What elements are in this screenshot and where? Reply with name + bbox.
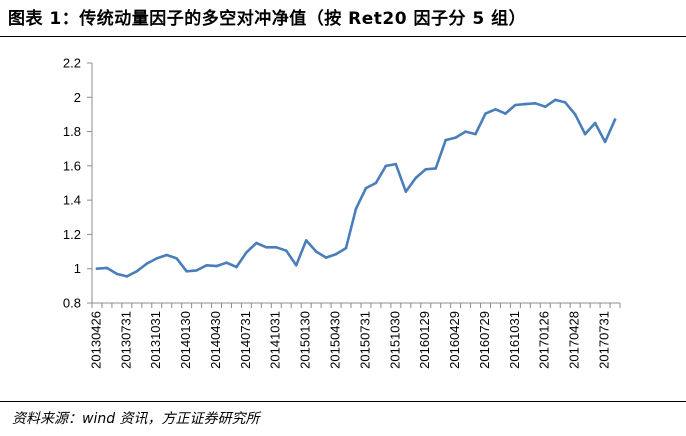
data-point [613, 118, 617, 121]
y-tick-label: 1 [74, 261, 81, 276]
data-point [185, 270, 188, 273]
data-point [294, 264, 298, 267]
series-line [95, 98, 617, 278]
data-point [553, 98, 557, 102]
x-tick-label: 20130426 [88, 311, 103, 369]
data-point [474, 132, 477, 136]
data-point [394, 162, 398, 166]
x-tick-label: 20170428 [567, 311, 582, 369]
data-point [304, 239, 308, 242]
data-point [384, 164, 388, 168]
data-point [534, 102, 537, 105]
data-point [563, 101, 567, 104]
data-point [215, 264, 218, 268]
data-point [524, 102, 527, 106]
x-tick-label: 20151030 [387, 311, 402, 369]
x-axis-ticks: 20130426 20130731 20131031 20140130 20140430… [88, 303, 621, 369]
data-point [225, 261, 228, 265]
y-tick-label: 2.2 [63, 56, 81, 71]
data-point [125, 275, 129, 278]
data-point [364, 186, 368, 190]
data-point [424, 168, 428, 171]
x-tick-label: 20161031 [507, 311, 522, 369]
x-tick-label: 20150430 [328, 311, 343, 369]
chart-axes [91, 63, 620, 304]
data-point [245, 251, 248, 254]
data-point [454, 136, 457, 139]
data-point [404, 190, 408, 193]
data-point [514, 103, 517, 107]
data-point [504, 112, 507, 115]
data-point [544, 105, 547, 108]
data-point [464, 130, 467, 133]
x-tick-label: 20140430 [208, 311, 223, 369]
line-chart: 0.811.21.41.61.822.2 20130426 20130731 201… [63, 56, 621, 369]
data-point [374, 181, 378, 185]
data-point [95, 267, 99, 271]
y-tick-label: 1.4 [63, 193, 81, 208]
data-point [145, 262, 149, 265]
data-point [135, 270, 139, 273]
x-tick-label: 20130731 [118, 311, 133, 369]
data-point [583, 132, 587, 136]
data-point [105, 266, 109, 270]
data-point [414, 176, 418, 180]
x-tick-label: 20140130 [178, 311, 193, 369]
data-point [593, 121, 597, 125]
data-point [314, 250, 318, 253]
x-tick-label: 20150130 [298, 311, 313, 369]
x-tick-label: 20160729 [477, 311, 492, 369]
data-point [494, 108, 497, 111]
x-tick-label: 20140731 [238, 311, 253, 369]
data-point [195, 269, 198, 272]
data-point [573, 113, 577, 116]
x-tick-label: 20170126 [537, 311, 552, 369]
data-point [265, 246, 268, 249]
data-point [444, 138, 448, 142]
data-point [165, 253, 168, 257]
data-point [324, 256, 328, 259]
y-tick-label: 1.8 [63, 124, 81, 139]
data-point [285, 249, 288, 252]
data-point [255, 241, 258, 245]
y-tick-label: 1.6 [63, 158, 81, 173]
source-note: 资料来源：wind 资讯，方正证券研究所 [12, 411, 260, 427]
y-tick-label: 1.2 [63, 227, 81, 242]
y-tick-label: 2 [74, 90, 81, 105]
data-point [334, 252, 338, 256]
data-point [434, 167, 438, 170]
x-tick-label: 20131031 [148, 311, 163, 369]
figure-title: 图表 1：传统动量因子的多空对冲净值（按 Ret20 因子分 5 组） [8, 9, 527, 29]
data-point [354, 207, 358, 210]
x-tick-label: 20160129 [417, 311, 432, 369]
x-tick-label: 20150731 [357, 311, 372, 369]
data-point [484, 112, 487, 115]
y-tick-label: 0.8 [63, 296, 81, 311]
x-tick-label: 20141031 [268, 311, 283, 369]
data-point [115, 272, 119, 276]
data-point [205, 264, 208, 267]
plot-area [95, 98, 617, 278]
x-tick-label: 20160429 [447, 311, 462, 369]
data-point [344, 246, 348, 250]
title-divider [0, 36, 686, 37]
data-point [235, 265, 238, 269]
x-tick-label: 20170731 [596, 311, 611, 369]
data-point [175, 257, 178, 260]
y-axis-ticks: 0.8 1 1.2 1.4 1.6 1.8 2 2.2 [63, 56, 92, 311]
data-point [603, 140, 607, 144]
source-divider [0, 401, 686, 402]
data-point [275, 246, 278, 249]
data-point [155, 257, 159, 260]
